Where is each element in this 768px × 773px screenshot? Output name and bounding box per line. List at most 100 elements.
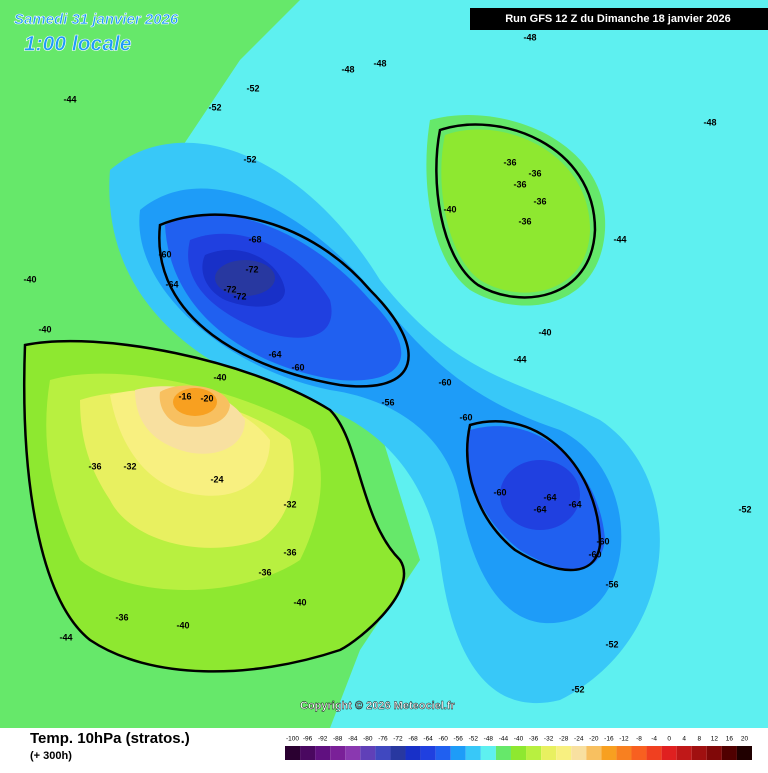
scale-tick-label: -28 — [559, 736, 569, 743]
scale-swatch — [285, 746, 301, 760]
scale-swatch — [586, 746, 602, 760]
scale-tick-label: -20 — [589, 736, 599, 743]
contour-label: -52 — [246, 83, 259, 93]
scale-tick-label: -92 — [318, 736, 328, 743]
contour-label: -20 — [200, 393, 213, 403]
contour-label: -60 — [588, 549, 601, 559]
contour-label: -64 — [568, 499, 581, 509]
time: 1:00 locale — [24, 33, 132, 56]
scale-swatch — [661, 746, 677, 760]
contour-label: -52 — [605, 639, 618, 649]
scale-tick-label: -52 — [469, 736, 479, 743]
contour-label: -36 — [533, 196, 546, 206]
contour-label: -60 — [291, 362, 304, 372]
scale-swatch — [330, 746, 346, 760]
scale-tick-label: -84 — [348, 736, 358, 743]
contour-label: -56 — [605, 579, 618, 589]
scale-swatch — [556, 746, 572, 760]
scale-tick-label: -40 — [514, 736, 524, 743]
scale-tick-label: -36 — [529, 736, 539, 743]
scale-swatch — [736, 746, 752, 760]
contour-label: -64 — [543, 492, 556, 502]
contour-label: -36 — [258, 567, 271, 577]
scale-swatch — [390, 746, 406, 760]
scale-tick-label: -60 — [438, 736, 448, 743]
scale-swatch — [721, 746, 737, 760]
scale-swatch — [571, 746, 587, 760]
scale-tick-label: -88 — [333, 736, 343, 743]
contour-label: -72 — [245, 264, 258, 274]
scale-swatch — [315, 746, 331, 760]
contour-60b — [466, 420, 602, 572]
contour-label: -64 — [533, 504, 546, 514]
scale-tick-label: 4 — [682, 736, 686, 743]
date: Samedi 31 janvier 2026 — [14, 11, 179, 28]
scale-swatch — [450, 746, 466, 760]
contour-label: -40 — [293, 597, 306, 607]
scale-swatch — [375, 746, 391, 760]
scale-tick-label: -8 — [636, 736, 642, 743]
contour-label: -40 — [38, 324, 51, 334]
scale-tick-label: -64 — [423, 736, 433, 743]
scale-tick-label: 20 — [741, 736, 749, 743]
contour-label: -60 — [459, 412, 472, 422]
contour-label: -36 — [115, 612, 128, 622]
scale-swatch — [691, 746, 707, 760]
contour-label: -36 — [528, 168, 541, 178]
scale-tick-label: -12 — [619, 736, 629, 743]
contour-label: -40 — [176, 620, 189, 630]
contour-label: -60 — [493, 487, 506, 497]
scale-swatch — [616, 746, 632, 760]
scale-tick-label: -56 — [454, 736, 464, 743]
scale-swatch — [345, 746, 361, 760]
run-box — [470, 8, 768, 30]
scale-swatch — [541, 746, 557, 760]
scale-tick-label: -44 — [499, 736, 509, 743]
contour-label: -44 — [59, 632, 72, 642]
area-64b — [500, 460, 580, 530]
contour-label: -48 — [523, 32, 536, 42]
contour-label: -48 — [341, 64, 354, 74]
contour-label: -40 — [23, 274, 36, 284]
scale-swatch — [526, 746, 542, 760]
contour-label: -72 — [223, 284, 236, 294]
scale-swatch — [646, 746, 662, 760]
scale-tick-label: -76 — [378, 736, 388, 743]
contour-label: -36 — [283, 547, 296, 557]
contour-label: -56 — [381, 397, 394, 407]
scale-swatch — [420, 746, 436, 760]
scale-tick-label: 12 — [711, 736, 719, 743]
contour-40 — [435, 123, 597, 299]
scale-swatch — [435, 746, 451, 760]
scale-swatch — [300, 746, 316, 760]
scale-tick-label: -100 — [286, 736, 299, 743]
scale-tick-label: 0 — [667, 736, 671, 743]
contour-label: -52 — [571, 684, 584, 694]
scale-swatch — [510, 746, 527, 760]
contour-label: -36 — [503, 157, 516, 167]
contour-label: -68 — [248, 234, 261, 244]
contour-label: -36 — [513, 179, 526, 189]
contour-label: -36 — [518, 216, 531, 226]
scale-swatch — [706, 746, 722, 760]
contour-60 — [158, 213, 410, 388]
scale-tick-label: -48 — [484, 736, 494, 743]
scale-swatch — [631, 746, 647, 760]
scale-tick-label: -16 — [604, 736, 614, 743]
contour-label: -44 — [513, 354, 526, 364]
contour-label: -16 — [178, 391, 191, 401]
scale-tick-label: 8 — [697, 736, 701, 743]
contour-label: -60 — [596, 536, 609, 546]
scale-tick-label: 16 — [726, 736, 734, 743]
scale-swatch — [495, 746, 511, 760]
scale-tick-label: -96 — [303, 736, 313, 743]
area-16 — [173, 388, 217, 416]
contour-label: -44 — [613, 234, 626, 244]
scale-swatch — [465, 746, 481, 760]
contour-label: -52 — [208, 102, 221, 112]
footer-lead: (+ 300h) — [30, 750, 72, 762]
scale-tick-label: -80 — [363, 736, 373, 743]
run-label: Run GFS 12 Z du Dimanche 18 janvier 2026 — [505, 13, 731, 25]
